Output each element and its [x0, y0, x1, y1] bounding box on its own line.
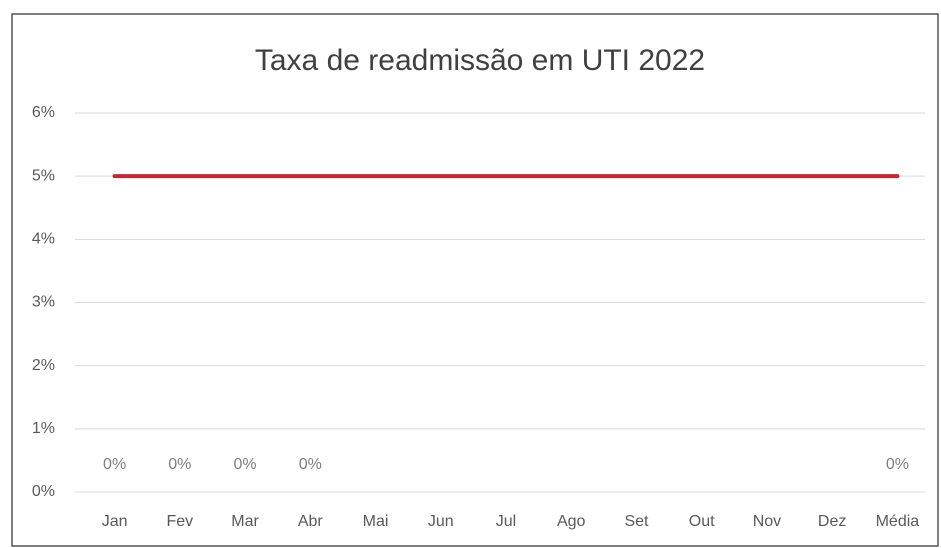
x-tick-label: Mai [363, 513, 389, 530]
y-tick-label: 0% [32, 483, 55, 500]
data-label: 0% [299, 456, 322, 473]
x-tick-label: Fev [167, 513, 194, 530]
x-tick-label: Set [624, 513, 649, 530]
y-tick-label: 6% [32, 104, 55, 121]
x-tick-label: Nov [753, 513, 781, 530]
x-tick-label: Média [876, 513, 920, 530]
x-tick-label: Jun [428, 513, 454, 530]
x-tick-label: Out [689, 513, 715, 530]
data-label: 0% [168, 456, 191, 473]
y-tick-label: 4% [32, 231, 55, 248]
x-tick-label: Ago [557, 513, 586, 530]
y-tick-label: 1% [32, 420, 55, 437]
y-tick-label: 2% [32, 357, 55, 374]
x-tick-label: Jan [102, 513, 128, 530]
y-tick-label: 5% [32, 167, 55, 184]
x-tick-label: Mar [231, 513, 259, 530]
chart-frame [11, 13, 939, 547]
y-tick-label: 3% [32, 294, 55, 311]
data-label: 0% [886, 456, 909, 473]
x-tick-label: Dez [818, 513, 846, 530]
x-tick-label: Jul [496, 513, 516, 530]
x-tick-label: Abr [298, 513, 324, 530]
data-label: 0% [234, 456, 257, 473]
chart-title: Taxa de readmissão em UTI 2022 [255, 44, 705, 77]
data-label: 0% [103, 456, 126, 473]
